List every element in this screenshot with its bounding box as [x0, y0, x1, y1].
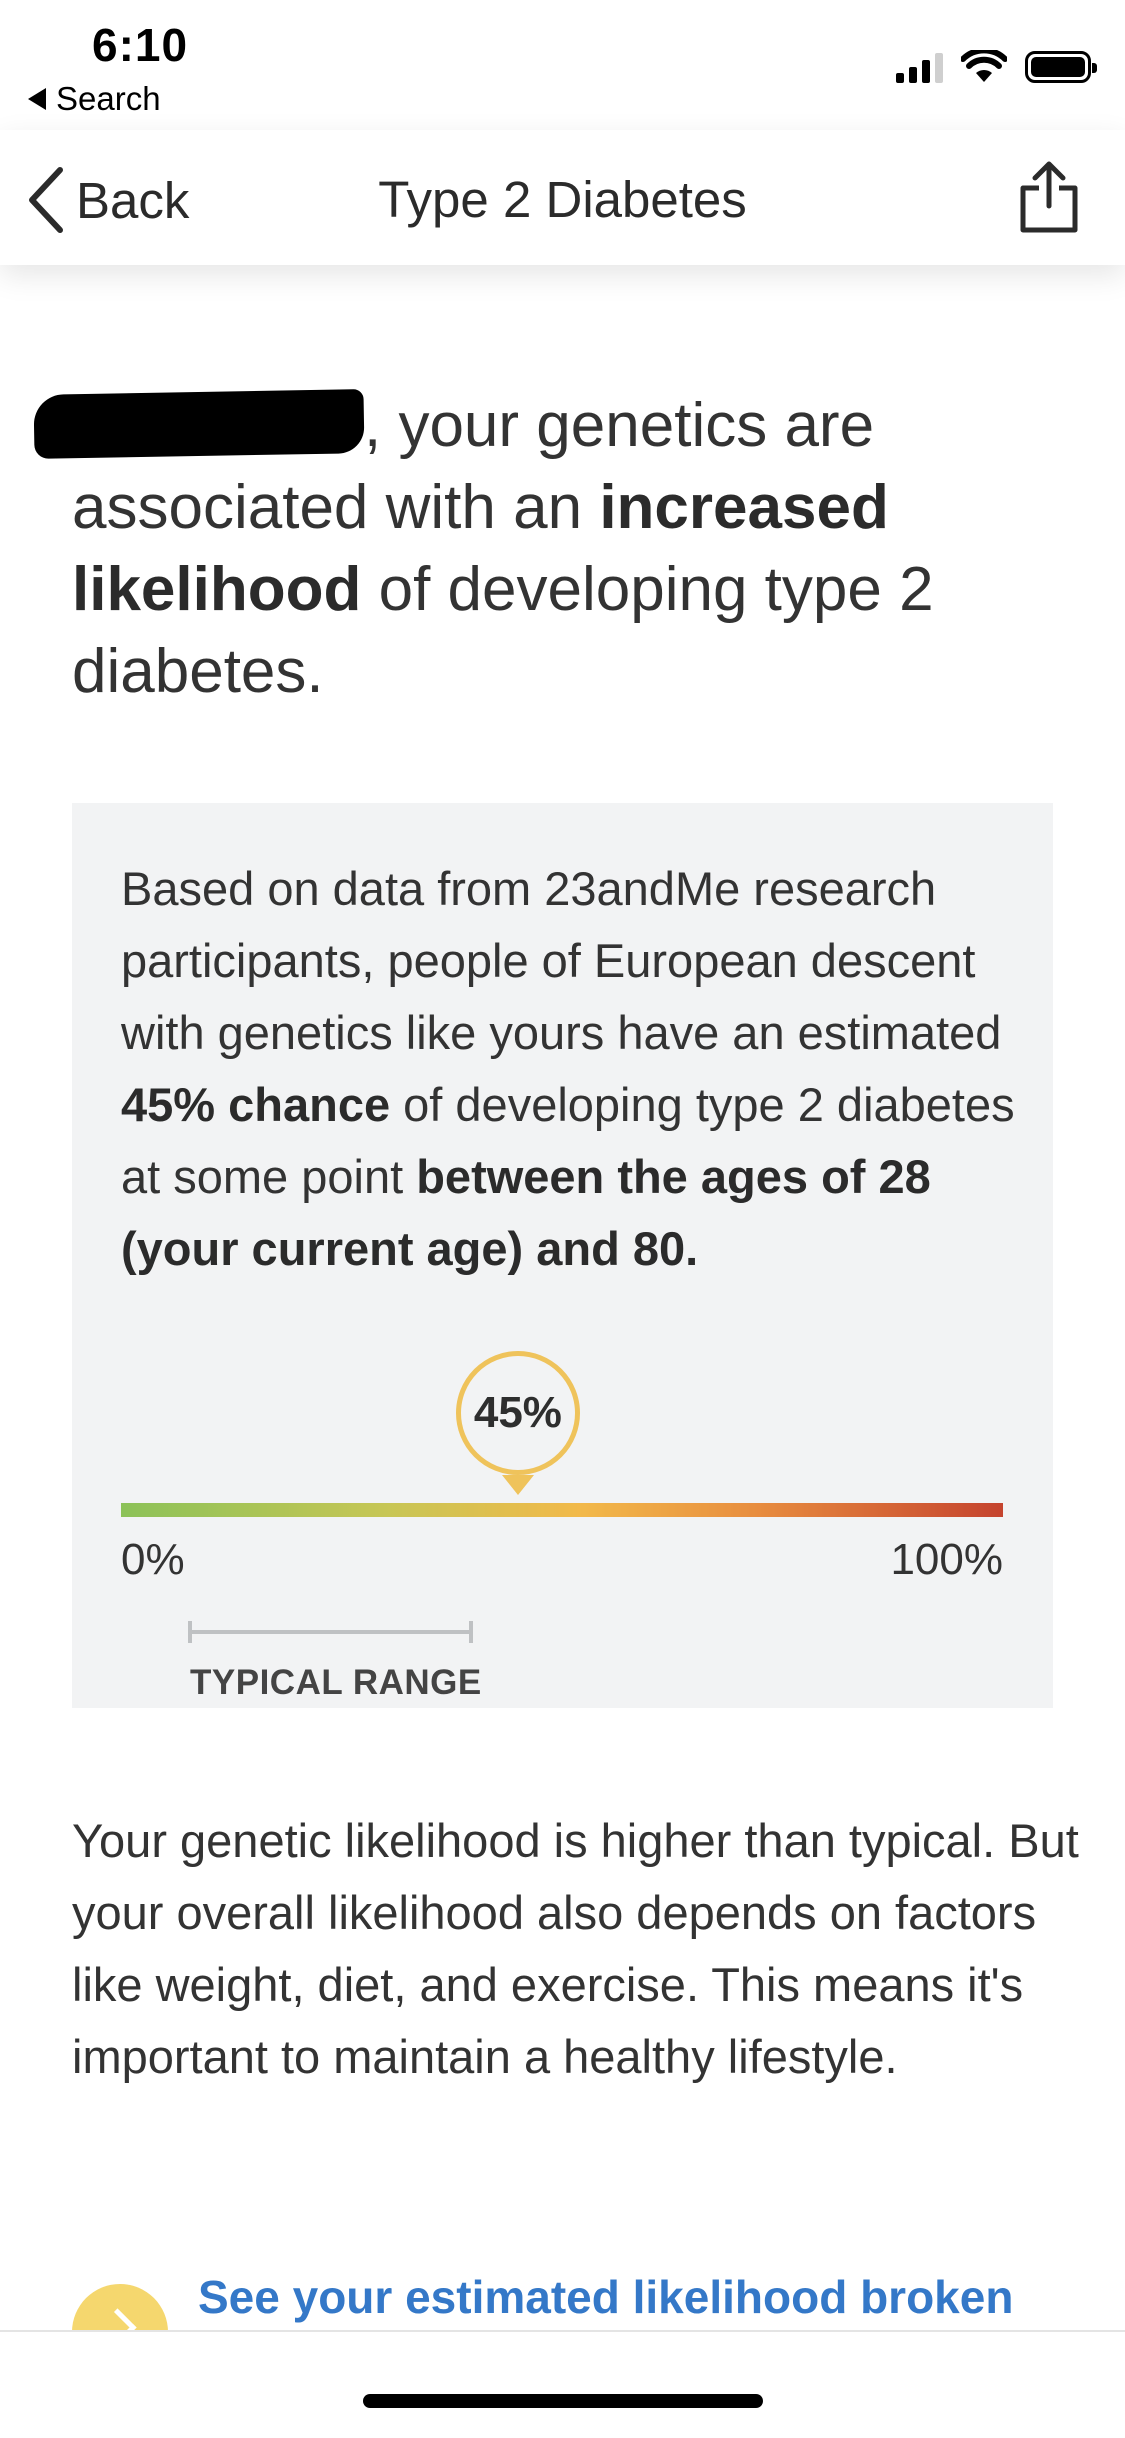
info-text-1: Based on data from 23andMe research part… — [121, 862, 1002, 1059]
likelihood-pointer — [501, 1475, 534, 1495]
headline-text-1: , your genetics are associated with an — [72, 391, 875, 542]
info-bold-chance: 45% chance — [121, 1078, 391, 1131]
breakdown-link-label[interactable]: See your estimated likelihood broken — [198, 2271, 1014, 2323]
back-button-label: Back — [76, 171, 190, 229]
typical-range-bracket — [188, 1621, 473, 1643]
battery-icon — [1025, 51, 1097, 83]
redacted-name — [33, 389, 365, 459]
signal-icon — [896, 51, 943, 83]
status-bar: 6:10 Search — [0, 0, 1125, 130]
back-triangle-icon — [28, 88, 46, 110]
result-headline: , your genetics are associated with an i… — [33, 385, 1072, 713]
back-button[interactable]: Back — [26, 166, 189, 234]
back-to-search-link[interactable]: Search — [28, 80, 161, 118]
navigation-bar: Back Type 2 Diabetes — [0, 130, 1125, 265]
scale-min-label: 0% — [121, 1535, 185, 1584]
info-bold-ages: between the ages of 28 (your current age… — [121, 1150, 931, 1275]
share-icon[interactable] — [1017, 160, 1081, 234]
scale-max-label: 100% — [890, 1535, 1003, 1584]
bottom-safe-area — [0, 2330, 1125, 2438]
likelihood-description: Based on data from 23andMe research part… — [121, 853, 1021, 1285]
home-indicator[interactable] — [363, 2394, 763, 2408]
likelihood-scale-bar — [121, 1503, 1003, 1517]
page-title: Type 2 Diabetes — [378, 171, 747, 228]
headline-bold: increased likelihood — [72, 473, 889, 624]
typical-range-label: TYPICAL RANGE — [190, 1663, 482, 1702]
system-icons — [896, 50, 1097, 84]
status-time: 6:10 — [92, 19, 189, 71]
likelihood-card: Based on data from 23andMe research part… — [72, 803, 1053, 1708]
back-to-search-label: Search — [56, 80, 161, 117]
wifi-icon — [961, 50, 1007, 82]
headline-text-2: of developing type 2 diabetes. — [72, 555, 934, 706]
chevron-left-icon — [29, 167, 63, 233]
info-text-2: of developing type 2 diabetes at some po… — [121, 1078, 1015, 1203]
explanation-text: Your genetic likelihood is higher than t… — [72, 1814, 1079, 2083]
likelihood-value-bubble: 45% — [455, 1351, 580, 1475]
